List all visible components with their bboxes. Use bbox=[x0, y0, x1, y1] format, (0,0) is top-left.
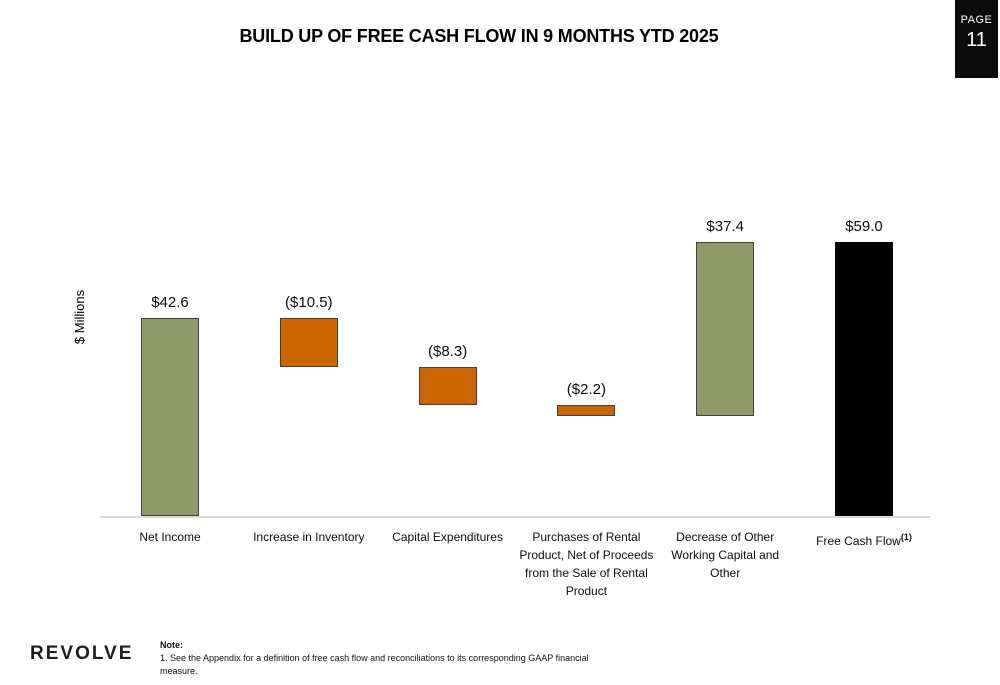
waterfall-bar-5 bbox=[696, 242, 755, 416]
category-label-2: Increase in Inventory bbox=[253, 530, 365, 544]
waterfall-bar-1 bbox=[141, 318, 199, 516]
bar-value-label-2: ($10.5) bbox=[285, 294, 333, 312]
bar-value-label-4: ($2.2) bbox=[566, 381, 606, 399]
footnote-text: 1. See the Appendix for a definition of … bbox=[160, 653, 589, 676]
page-badge-number: 11 bbox=[966, 29, 987, 51]
bar-value-label-6: $59.0 bbox=[845, 218, 883, 235]
category-label-5: Decrease of Other Working Capital and Ot… bbox=[671, 530, 780, 580]
category-label-3: Capital Expenditures bbox=[392, 530, 503, 544]
waterfall-bar-6 bbox=[835, 242, 893, 516]
page-title: BUILD UP OF FREE CASH FLOW IN 9 MONTHS Y… bbox=[239, 26, 719, 46]
footnote-marker: (1) bbox=[900, 532, 912, 542]
waterfall-bar-2 bbox=[279, 318, 338, 367]
category-label-4: Purchases of Rental Product, Net of Proc… bbox=[519, 530, 654, 598]
waterfall-bar-4 bbox=[557, 405, 616, 416]
bar-value-label-1: $42.6 bbox=[151, 294, 189, 312]
page-badge: PAGE 11 bbox=[955, 0, 998, 78]
footnote: Note: 1. See the Appendix for a definiti… bbox=[160, 639, 620, 678]
revolve-logo: REVOLVE bbox=[30, 643, 134, 664]
page-badge-label: PAGE bbox=[960, 14, 993, 26]
bar-value-label-3: ($8.3) bbox=[428, 342, 468, 360]
waterfall-bar-3 bbox=[418, 366, 477, 406]
footnote-label: Note: bbox=[160, 640, 183, 650]
category-label-6: Free Cash Flow(1) bbox=[816, 532, 912, 548]
x-axis-line bbox=[100, 516, 931, 518]
category-label-1: Net Income bbox=[139, 530, 201, 544]
bar-value-label-5: $37.4 bbox=[706, 218, 744, 235]
